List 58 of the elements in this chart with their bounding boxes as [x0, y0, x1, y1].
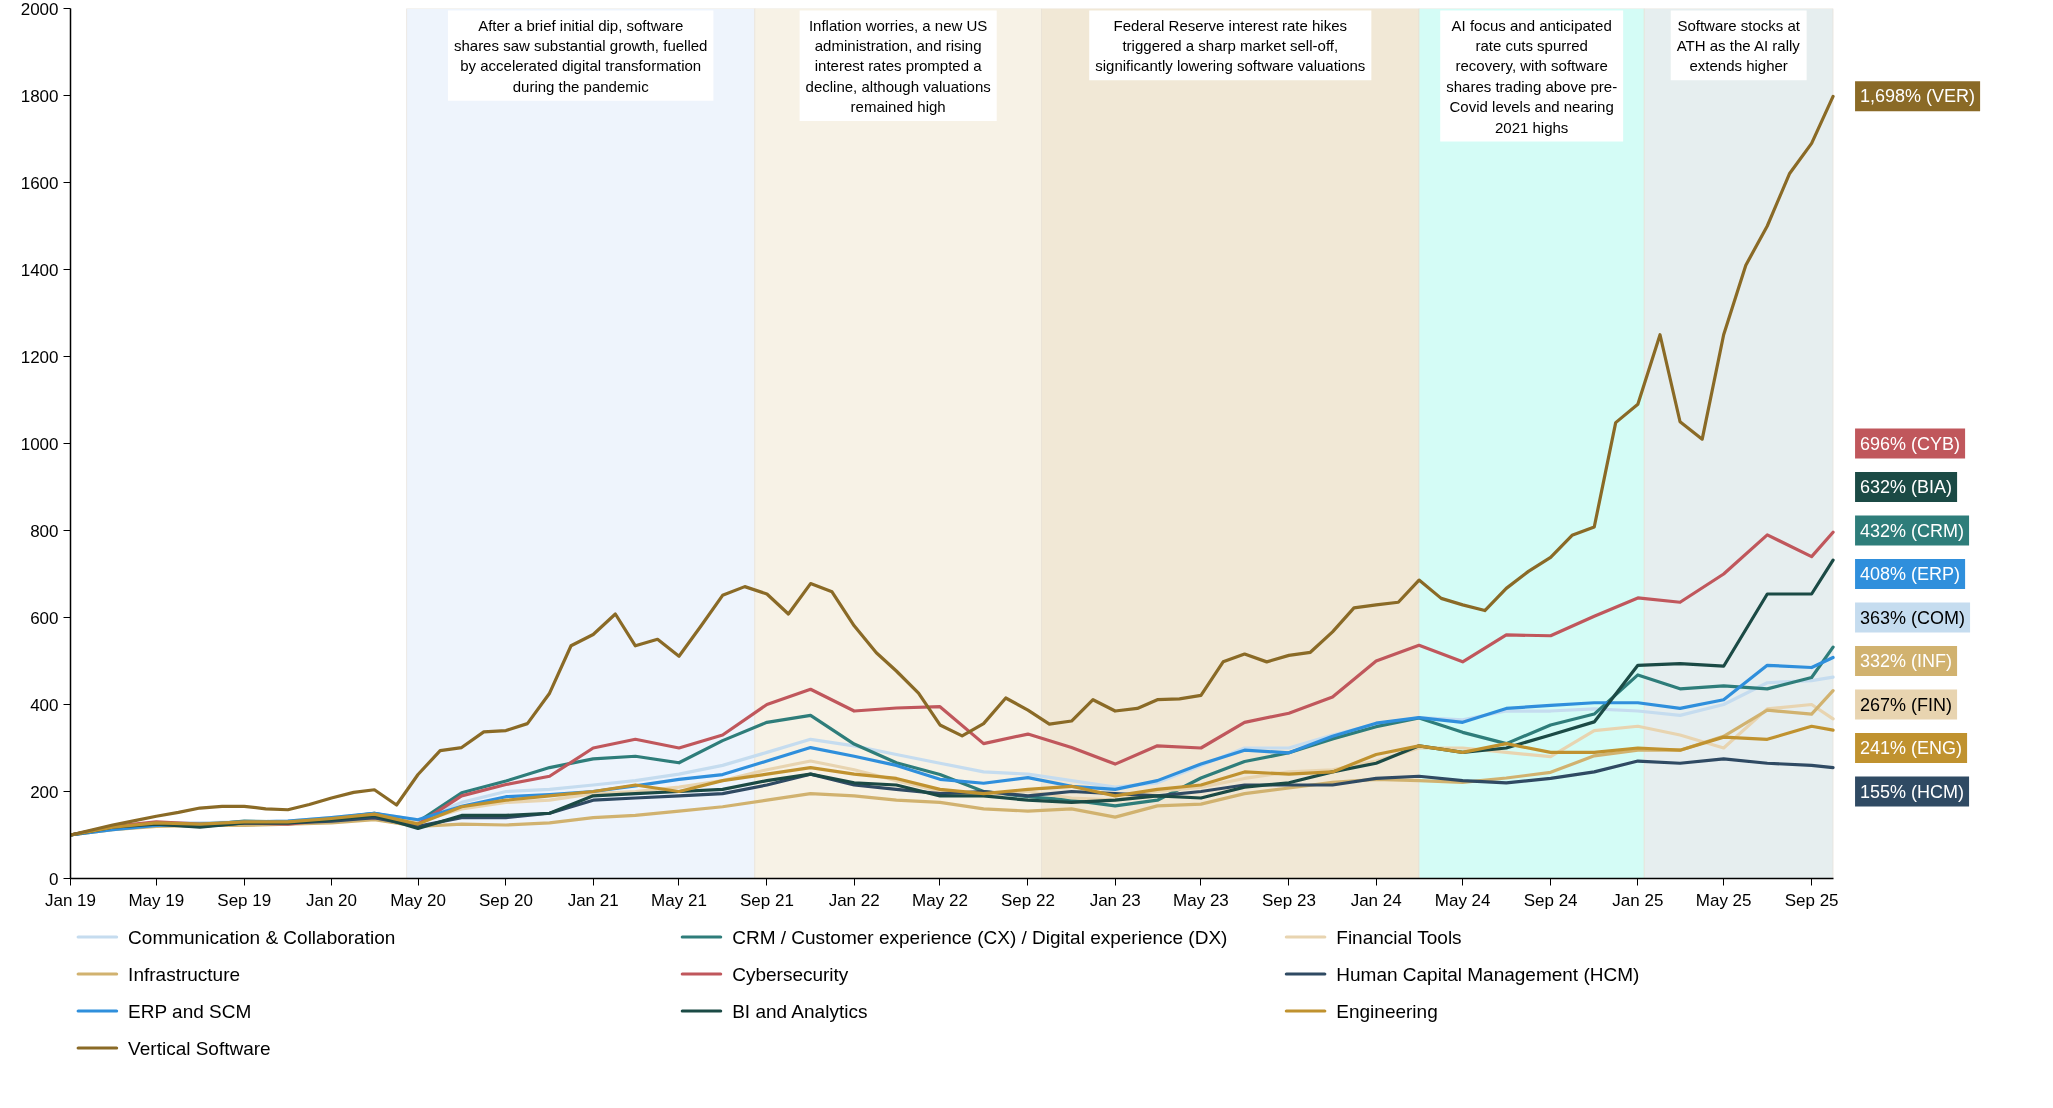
x-tick-label: Jan 25 — [1612, 890, 1664, 910]
x-tick-label: Jan 21 — [567, 890, 619, 910]
y-tick-label: 1400 — [20, 260, 59, 280]
text: 432% (CRM) — [1860, 520, 1965, 541]
y-tick-label: 1000 — [20, 434, 59, 454]
text: 632% (BIA) — [1860, 477, 1953, 497]
legend-label: Communication & Collaboration — [128, 926, 396, 948]
y-tick-label: 1200 — [20, 347, 59, 367]
x-tick-label: Jan 22 — [828, 890, 880, 910]
legend-label: Financial Tools — [1336, 926, 1462, 948]
band-label: After a brief initial dip, software shares saw substantial growth, fuelled by accelerated digital transformation during the pandemic — [453, 16, 708, 95]
legend-label: Cybersecurity — [732, 963, 849, 985]
x-tick-label: Sep 21 — [740, 890, 794, 910]
x-tick-label: May 19 — [128, 890, 185, 910]
line-series — [70, 94, 1835, 837]
legend-label: CRM / Customer experience (CX) / Digital experience (DX) — [732, 926, 1228, 948]
x-tick-label: May 22 — [912, 890, 968, 910]
x-tick-label: Sep 19 — [217, 890, 272, 910]
x-tick-label: May 23 — [1173, 890, 1229, 910]
x-tick-label: Sep 23 — [1261, 890, 1316, 910]
legend-label: Human Capital Management (HCM) — [1336, 963, 1640, 985]
text: 267% (FIN) — [1860, 694, 1953, 715]
legend-label: BI and Analytics — [732, 1000, 868, 1022]
x-tick-label: Jan 20 — [305, 890, 358, 910]
text: 332% (INF) — [1860, 651, 1953, 671]
y-tick-label: 600 — [30, 608, 59, 628]
x-tick-label: May 20 — [390, 890, 446, 910]
legend-label: Engineering — [1336, 1000, 1438, 1022]
band-label: Software stocks at ATH as the AI rally extends higher — [1676, 16, 1801, 75]
text: 696% (CYB) — [1860, 433, 1961, 454]
x-tick-label: Jan 24 — [1350, 890, 1402, 910]
text: 408% (ERP) — [1860, 564, 1961, 584]
y-tick-label: 400 — [30, 695, 59, 715]
legend-label: Infrastructure — [128, 963, 241, 985]
band-label: Inflation worries, a new US administration, and rising interest rates prompted a decline, although valuations remained high — [805, 16, 991, 116]
x-tick-label: Jan 19 — [44, 890, 97, 910]
text: 241% (ENG) — [1860, 738, 1963, 758]
x-tick-label: May 25 — [1695, 890, 1752, 910]
x-tick-label: Sep 20 — [479, 890, 533, 910]
text: 155% (HCM) — [1860, 781, 1965, 802]
y-tick-label: 800 — [30, 521, 59, 541]
y-tick-label: 200 — [30, 782, 59, 802]
x-tick-label: Jan 23 — [1089, 890, 1141, 910]
band-label: Federal Reserve interest rate hikes triggered a sharp market sell-off, significantly lowering software valuations — [1095, 16, 1366, 75]
y-tick-label: 2000 — [20, 0, 59, 19]
legend-label: Vertical Software — [128, 1037, 271, 1059]
y-tick-label: 0 — [49, 869, 59, 889]
band-label: AI focus and anticipated rate cuts spurred recovery, with software shares trading above pre-Covid levels and nearing 2021 highs — [1446, 16, 1618, 136]
annotation: 1,698% (VER) — [1860, 86, 1976, 107]
x-tick-label: Sep 25 — [1784, 890, 1839, 910]
x-tick-label: May 24 — [1434, 890, 1491, 910]
legend-label: ERP and SCM — [128, 1000, 252, 1022]
y-tick-label: 1800 — [20, 86, 59, 106]
text: 363% (COM) — [1860, 607, 1966, 628]
x-tick-label: Sep 22 — [1000, 890, 1055, 910]
x-tick-label: Sep 24 — [1523, 890, 1578, 910]
y-tick-label: 1600 — [20, 173, 59, 193]
x-tick-label: May 21 — [651, 890, 707, 910]
